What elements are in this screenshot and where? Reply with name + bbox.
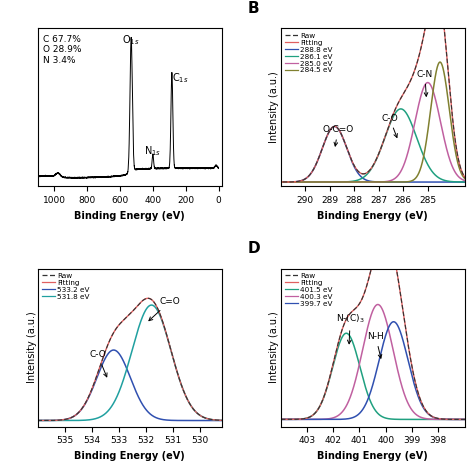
Text: O$_{1s}$: O$_{1s}$ (122, 33, 140, 46)
Text: C-O: C-O (381, 114, 398, 137)
Y-axis label: Intensity (a.u.): Intensity (a.u.) (269, 312, 279, 383)
Text: C 67.7%
O 28.9%
N 3.4%: C 67.7% O 28.9% N 3.4% (44, 35, 82, 64)
Y-axis label: Intensity (a.u.): Intensity (a.u.) (269, 72, 279, 143)
Text: C$_{1s}$: C$_{1s}$ (172, 71, 189, 85)
X-axis label: Binding Energy (eV): Binding Energy (eV) (74, 211, 185, 221)
Text: B: B (247, 1, 259, 16)
Y-axis label: Intensity (a.u.): Intensity (a.u.) (27, 312, 36, 383)
Legend: Raw, Fitting, 288.8 eV, 286.1 eV, 285.0 eV, 284.5 eV: Raw, Fitting, 288.8 eV, 286.1 eV, 285.0 … (284, 32, 333, 74)
Text: C-N: C-N (417, 70, 433, 96)
Text: O-C=O: O-C=O (322, 125, 354, 146)
Text: N-H: N-H (367, 332, 384, 358)
Text: D: D (247, 241, 260, 256)
X-axis label: Binding Energy (eV): Binding Energy (eV) (317, 211, 428, 221)
X-axis label: Binding Energy (eV): Binding Energy (eV) (317, 451, 428, 461)
Text: C-O: C-O (89, 350, 107, 377)
X-axis label: Binding Energy (eV): Binding Energy (eV) (74, 451, 185, 461)
Text: C=O: C=O (149, 297, 180, 321)
Text: N-(C)$_3$: N-(C)$_3$ (336, 313, 365, 344)
Text: N$_{1s}$: N$_{1s}$ (144, 144, 162, 158)
Legend: Raw, Fitting, 401.5 eV, 400.3 eV, 399.7 eV: Raw, Fitting, 401.5 eV, 400.3 eV, 399.7 … (284, 272, 333, 308)
Legend: Raw, Fitting, 533.2 eV, 531.8 eV: Raw, Fitting, 533.2 eV, 531.8 eV (42, 272, 91, 301)
